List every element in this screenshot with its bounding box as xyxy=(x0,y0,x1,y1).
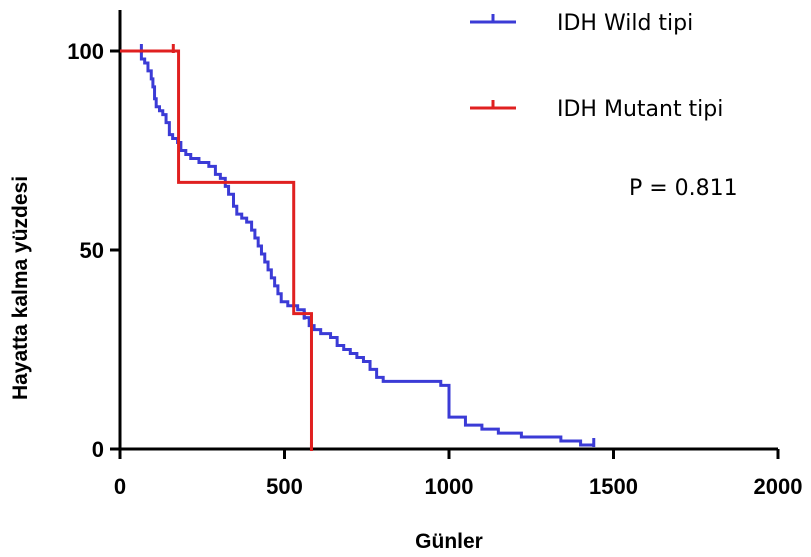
axes xyxy=(118,10,778,451)
x-tick-label: 2000 xyxy=(754,474,803,499)
survival-curve-mutant xyxy=(120,49,313,449)
y-tick-label: 0 xyxy=(92,437,104,462)
x-tick-label: 1500 xyxy=(589,474,638,499)
y-axis-title: Hayatta kalma yüzdesi xyxy=(9,176,32,400)
legend-label: IDH Mutant tipi xyxy=(557,97,723,122)
legend: IDH Wild tipi IDH Mutant tipi xyxy=(470,11,723,122)
survival-curve-wild xyxy=(120,49,594,447)
x-tick-label: 500 xyxy=(266,474,303,499)
p-value-annotation: P = 0.811 xyxy=(629,176,738,201)
y-tick-label: 100 xyxy=(67,39,104,64)
ticks: 0 500 1000 1500 2000 0 50 100 xyxy=(67,39,802,499)
survival-curves xyxy=(120,44,596,451)
y-tick-label: 50 xyxy=(80,238,104,263)
x-axis-title: Günler xyxy=(415,530,483,553)
legend-label: IDH Wild tipi xyxy=(557,11,693,36)
x-tick-label: 1000 xyxy=(425,474,474,499)
x-tick-label: 0 xyxy=(114,474,126,499)
